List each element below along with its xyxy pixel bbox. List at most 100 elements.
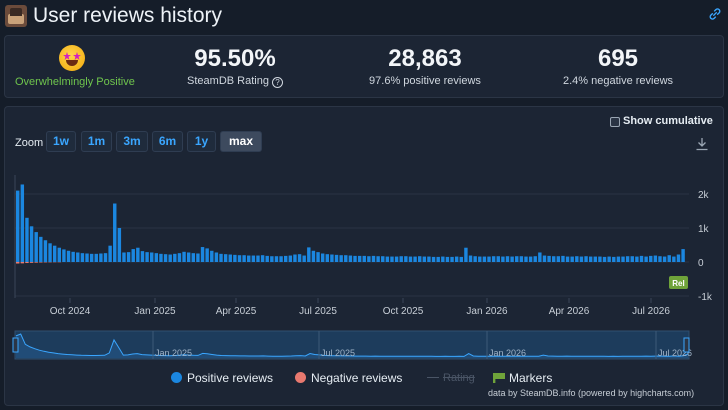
positive-bar <box>612 256 616 262</box>
positive-bar <box>233 254 237 262</box>
zoom-1m-button[interactable]: 1m <box>81 131 112 152</box>
positive-bar <box>644 256 648 262</box>
positive-bar <box>76 252 80 262</box>
positive-bar <box>279 256 283 262</box>
positive-bar <box>339 255 343 262</box>
positive-bar <box>399 256 403 262</box>
positive-bar <box>662 256 667 262</box>
positive-bar <box>672 256 676 262</box>
positive-bar <box>547 255 551 262</box>
release-marker: Rel <box>669 276 688 289</box>
positive-bar <box>441 256 445 262</box>
zoom-max-button[interactable]: max <box>220 131 262 152</box>
navigator-tick-label: Jan 2026 <box>489 348 526 358</box>
positive-bar <box>85 253 89 262</box>
positive-bar <box>519 256 524 262</box>
positive-bar <box>658 256 662 262</box>
zoom-6m-button[interactable]: 6m <box>152 131 183 152</box>
y-tick-label: 1k <box>698 224 710 235</box>
legend-negative-label: Negative reviews <box>311 371 403 385</box>
positive-bar <box>487 256 491 262</box>
legend-markers[interactable]: Markers <box>493 371 552 385</box>
positive-bar <box>422 256 427 262</box>
x-tick-label: Jan 2026 <box>466 306 508 317</box>
navigator-tick-label: Jul 2026 <box>658 348 692 358</box>
positive-bar <box>43 240 48 262</box>
positive-bar <box>450 256 454 262</box>
game-icon[interactable] <box>5 5 27 27</box>
positive-bar <box>307 247 311 262</box>
positive-bar <box>353 255 357 262</box>
x-tick-label: Apr 2025 <box>216 306 257 317</box>
legend-positive[interactable]: Positive reviews <box>171 371 273 385</box>
positive-bar <box>575 256 579 262</box>
positive-bar <box>653 255 658 262</box>
x-tick-label: Oct 2025 <box>383 306 424 317</box>
positive-bar <box>173 253 177 262</box>
positive-bar <box>598 256 602 262</box>
legend-positive-label: Positive reviews <box>187 371 274 385</box>
positive-bar <box>496 256 500 262</box>
negative-legend-icon <box>295 372 306 383</box>
positive-bar <box>436 256 440 262</box>
rating-label: Overwhelmingly Positive <box>15 76 135 88</box>
positive-bar <box>89 253 94 262</box>
positive-bar <box>186 252 191 262</box>
positive-bar <box>593 256 598 262</box>
zoom-1y-button[interactable]: 1y <box>187 131 216 152</box>
cumulative-checkbox[interactable] <box>610 117 620 127</box>
positive-bar <box>602 256 607 262</box>
positive-bar <box>66 250 71 262</box>
navigator: Jan 2025 Jul 2025 Jan 2026 Jul 2026 <box>12 330 692 360</box>
legend-negative[interactable]: Negative reviews <box>295 371 402 385</box>
positive-bar <box>607 256 611 262</box>
score-label: SteamDB Rating <box>187 75 269 87</box>
y-tick-label: -1k <box>698 292 713 303</box>
y-tick-label: 2k <box>698 190 710 201</box>
positive-bar <box>390 256 394 262</box>
positive-bar <box>491 256 496 262</box>
positive-bar <box>334 254 339 262</box>
positive-bar <box>177 253 182 262</box>
positive-bar <box>320 253 325 262</box>
positive-bar <box>510 256 514 262</box>
info-icon[interactable]: ? <box>271 77 283 88</box>
positive-bar <box>565 256 570 262</box>
legend-rating[interactable]: Rating <box>427 371 475 385</box>
page-title: User reviews history <box>33 4 223 27</box>
positive-bar <box>247 255 251 262</box>
positive-bar <box>394 256 399 262</box>
positive-bar <box>427 256 431 262</box>
positive-bar <box>418 256 422 262</box>
download-icon[interactable] <box>695 137 709 151</box>
positive-bar <box>191 253 196 262</box>
zoom-3m-button[interactable]: 3m <box>116 131 148 152</box>
positive-bar <box>219 253 223 262</box>
release-marker-label: Rel <box>672 279 684 288</box>
star-struck-emoji-icon <box>59 45 85 71</box>
summary-panel <box>4 35 724 98</box>
zoom-1w-button[interactable]: 1w <box>46 131 76 152</box>
positive-bar <box>16 190 20 262</box>
positive-bar <box>625 256 630 262</box>
positive-bar <box>667 255 671 262</box>
positive-bar <box>381 256 385 262</box>
negative-stat: 695 2.4% negative reviews <box>548 35 688 98</box>
negative-bar <box>20 262 25 264</box>
negative-value: 695 <box>597 45 639 72</box>
positive-bar <box>20 184 25 262</box>
negative-bar <box>29 262 34 263</box>
chart-credit[interactable]: data by SteamDB.info (powered by highcha… <box>488 388 695 398</box>
positive-bar <box>214 252 219 262</box>
positive-bar <box>251 255 256 262</box>
positive-bar <box>288 255 293 262</box>
link-icon[interactable] <box>708 7 722 21</box>
x-tick-label: Jan 2025 <box>134 306 176 317</box>
positive-pct: 97.6% positive reviews <box>369 75 481 87</box>
positive-bar <box>330 254 334 262</box>
score-value: 95.50% <box>194 45 276 72</box>
cumulative-label[interactable]: Show cumulative <box>623 115 713 127</box>
positive-bar <box>29 226 34 262</box>
positive-bar <box>200 247 205 262</box>
